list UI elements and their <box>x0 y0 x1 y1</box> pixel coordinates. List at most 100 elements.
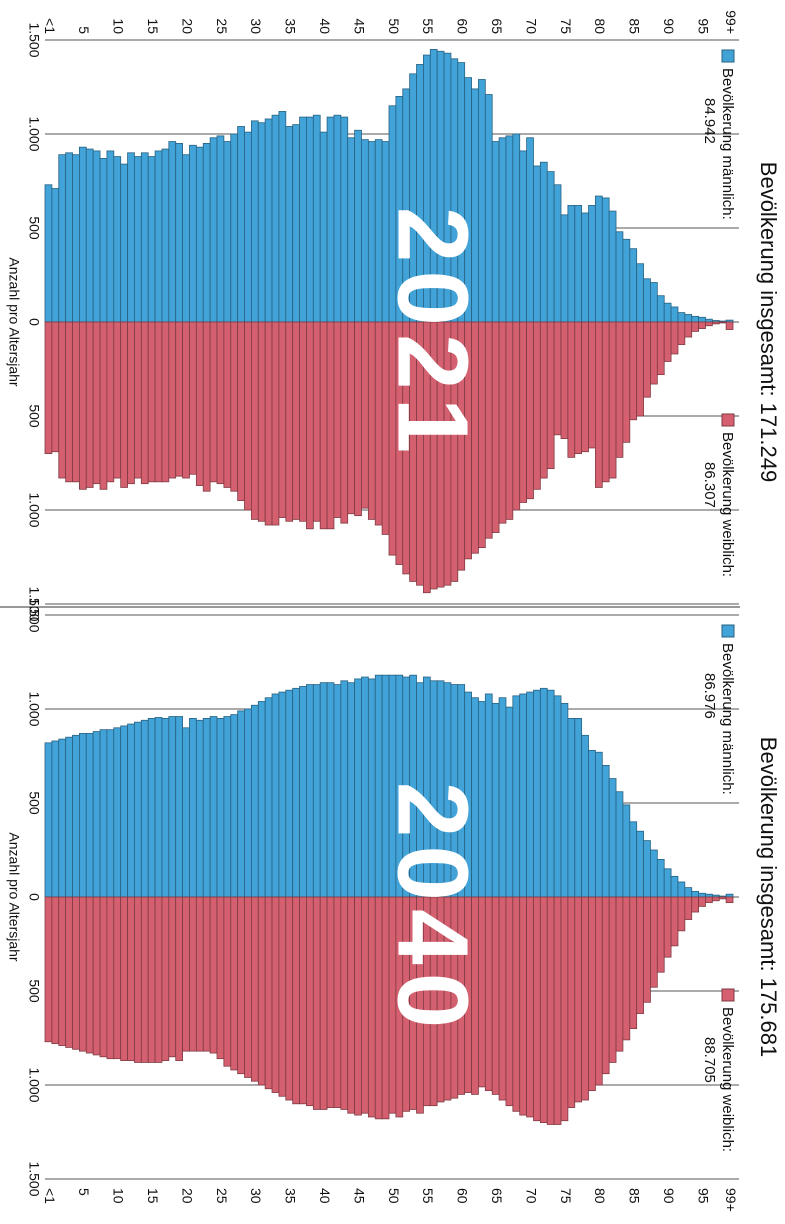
bar-male <box>567 718 576 898</box>
y-tick-label: 99+ <box>723 1188 739 1212</box>
bar-male <box>347 137 356 323</box>
bar-male <box>99 729 108 898</box>
bar-female <box>134 896 142 1063</box>
x-tick-label: 500 <box>26 404 42 428</box>
bar-male <box>491 702 500 898</box>
bar-male <box>656 295 665 323</box>
bar-male <box>278 691 287 898</box>
bar-female <box>698 321 706 329</box>
bar-female <box>134 321 142 479</box>
x-tick-label: 1.000 <box>26 116 42 151</box>
bar-female <box>505 896 514 1107</box>
bar-female <box>175 321 183 477</box>
bar-male <box>643 278 651 323</box>
legend-total: 86.307 <box>701 462 718 508</box>
bar-male <box>581 212 589 323</box>
bar-male <box>127 723 135 898</box>
bar-male <box>154 150 163 323</box>
bar-female <box>725 896 734 904</box>
bar-male <box>581 734 589 898</box>
y-tick-label: 60 <box>455 1188 471 1204</box>
bar-female <box>684 896 693 920</box>
bar-male <box>58 738 67 898</box>
bar-female <box>195 896 204 1052</box>
bar-female <box>636 321 644 417</box>
bar-male <box>319 131 328 323</box>
bar-male <box>79 146 87 323</box>
bar-female <box>292 896 300 1105</box>
bar-female <box>99 321 108 490</box>
bar-female <box>223 321 232 488</box>
bar-male <box>230 714 239 898</box>
bar-female <box>711 896 720 902</box>
bar-male <box>519 150 528 323</box>
bar-female <box>491 896 500 1095</box>
bar-male <box>92 731 101 898</box>
x-tick-label: 1.500 <box>26 22 42 57</box>
bar-male <box>340 680 349 898</box>
bar-female <box>656 321 665 376</box>
bar-female <box>608 896 617 1063</box>
bar-male <box>560 702 569 898</box>
bar-male <box>650 849 658 898</box>
bar-female <box>244 321 252 511</box>
bar-male <box>546 171 555 323</box>
bar-male <box>189 718 197 898</box>
bar-female <box>567 321 576 458</box>
bar-female <box>58 321 67 479</box>
bar-male <box>698 892 706 898</box>
bar-female <box>526 321 534 500</box>
y-tick-label: 55 <box>420 1188 436 1204</box>
bar-male <box>134 156 142 323</box>
bar-male <box>505 706 514 898</box>
bar-male <box>670 875 679 898</box>
y-tick-label: 50 <box>386 18 402 34</box>
bar-female <box>340 896 349 1110</box>
bar-male <box>51 188 60 323</box>
bar-female <box>546 896 555 1125</box>
bar-male <box>264 118 273 323</box>
bar-female <box>498 896 507 1101</box>
bar-male <box>656 859 665 898</box>
bar-male <box>312 114 321 323</box>
bar-male <box>333 114 342 323</box>
bar-male <box>354 678 362 898</box>
bar-female <box>209 896 218 1054</box>
bar-female <box>361 896 369 1114</box>
bar-male <box>601 197 610 323</box>
y-tick-label: 35 <box>283 18 299 34</box>
bar-female <box>58 896 67 1046</box>
bar-female <box>601 321 610 483</box>
bar-male <box>65 152 73 323</box>
bar-male <box>643 840 651 898</box>
bar-female <box>367 896 376 1118</box>
bar-male <box>326 116 335 323</box>
bar-male <box>319 682 328 898</box>
bar-female <box>106 321 115 483</box>
year-annotation: 2040 <box>377 782 489 1036</box>
bar-female <box>718 896 727 900</box>
bar-female <box>663 321 672 362</box>
bar-female <box>140 896 149 1063</box>
bar-male <box>361 676 369 898</box>
x-tick-label: 1.500 <box>26 586 42 621</box>
bar-female <box>251 321 259 520</box>
bar-male <box>539 161 548 323</box>
bar-female <box>99 896 108 1058</box>
bar-female <box>588 896 596 1092</box>
y-tick-label: 5 <box>76 1188 92 1196</box>
y-tick-label: 30 <box>248 18 264 34</box>
bar-female <box>44 321 53 455</box>
y-tick-label: 20 <box>179 18 195 34</box>
bar-male <box>202 142 211 323</box>
bar-female <box>594 321 603 488</box>
bar-female <box>650 321 658 385</box>
bar-male <box>512 133 521 323</box>
bar-male <box>175 142 183 323</box>
bar-female <box>65 321 73 483</box>
bar-male <box>367 678 376 898</box>
y-tick-label: 65 <box>489 1188 505 1204</box>
bar-female <box>264 321 273 526</box>
bar-male <box>223 716 232 898</box>
bar-male <box>553 695 562 898</box>
